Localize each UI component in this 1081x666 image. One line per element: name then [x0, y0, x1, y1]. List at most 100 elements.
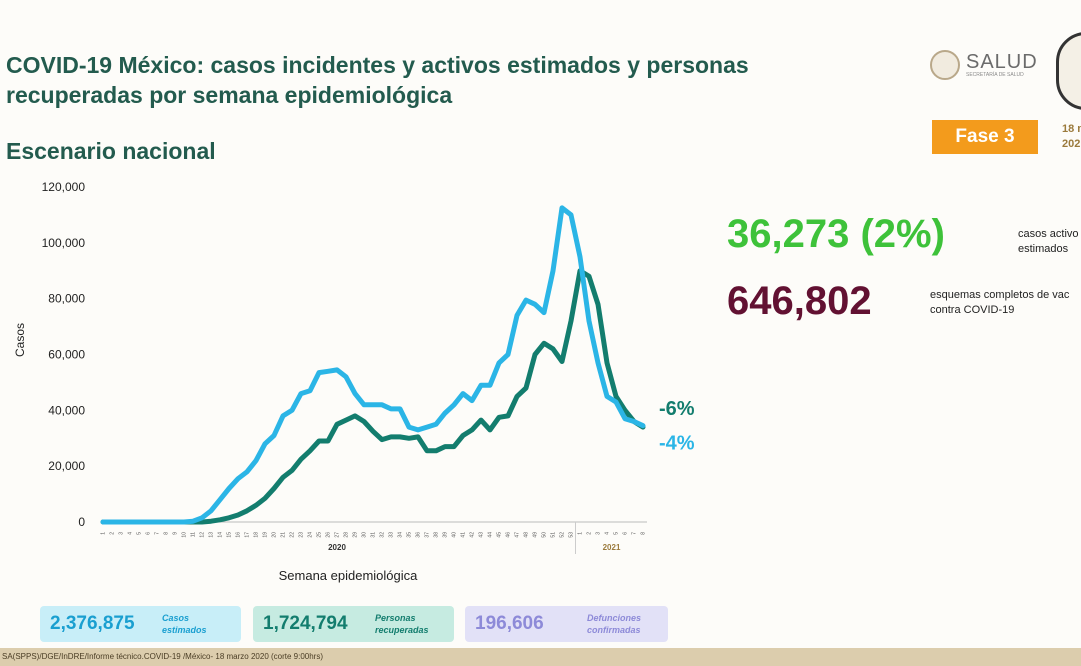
x-tick-label: 3: [595, 532, 601, 535]
x-tick-label: 48: [523, 532, 529, 538]
x-tick-label: 33: [388, 532, 394, 538]
emblem: [1056, 32, 1081, 110]
summary-label: Casos estimados: [162, 613, 207, 635]
x-tick-label: 10: [181, 532, 187, 538]
kpi-desc: casos activo estimados: [1018, 227, 1079, 257]
x-tick-label: 44: [487, 532, 493, 538]
end-label: -6%: [659, 398, 695, 420]
x-tick-label: 3: [118, 532, 124, 535]
x-tick-label: 29: [352, 532, 358, 538]
kpi-desc-line: casos activo: [1018, 228, 1079, 240]
x-axis-label: Semana epidemiológica: [279, 568, 419, 583]
summary-value: 2,376,875: [50, 613, 135, 634]
x-tick-label: 27: [334, 532, 340, 538]
y-tick-label: 120,000: [42, 180, 86, 194]
x-tick-label: 2: [109, 532, 115, 535]
chart: Casos Semana epidemiológica 0 20,000 40,00…: [13, 180, 695, 583]
logo: SALUD SECRETARÍA DE SALUD: [930, 50, 1038, 80]
kpi-desc-line: esquemas completos de vac: [930, 289, 1070, 301]
x-tick-label: 38: [433, 532, 439, 538]
x-tick-label: 9: [172, 532, 178, 535]
x-tick-label: 15: [226, 532, 232, 538]
subtitle: Escenario nacional: [6, 138, 216, 164]
kpi-desc-line: estimados: [1018, 243, 1069, 255]
x-tick-label: 35: [406, 532, 412, 538]
title-line: COVID-19 México: casos incidentes y acti…: [6, 52, 749, 78]
x-tick-label: 7: [154, 532, 160, 535]
x-tick-label: 5: [613, 532, 619, 535]
x-tick-label: 14: [217, 532, 223, 538]
phase-badge: Fase 3: [932, 120, 1038, 154]
kpi-value: 36,273 (2%): [727, 212, 945, 256]
y-tick-label: 40,000: [48, 403, 85, 417]
x-tick-label: 7: [631, 532, 637, 535]
title: COVID-19 México: casos incidentes y acti…: [6, 50, 749, 110]
x-tick-label: 4: [604, 532, 610, 535]
logo-subtext: SECRETARÍA DE SALUD: [966, 72, 1024, 78]
x-tick-label: 8: [640, 532, 646, 535]
date-line: 202: [1062, 138, 1081, 150]
x-tick-label: 11: [190, 532, 196, 537]
x-tick-label: 49: [532, 532, 538, 538]
x-tick-label: 21: [280, 532, 286, 538]
y-tick-label: 100,000: [42, 236, 86, 250]
x-tick-label: 31: [370, 532, 376, 538]
date: 18 m 202: [1062, 122, 1081, 152]
x-tick-label: 19: [262, 532, 268, 538]
line-series: [100, 205, 646, 525]
x-tick-label: 28: [343, 532, 349, 538]
x-tick-label: 40: [451, 532, 457, 538]
y-axis-label: Casos: [13, 323, 27, 357]
title-line: recuperadas por semana epidemiológica: [6, 82, 453, 108]
x-tick-label: 12: [199, 532, 205, 538]
x-tick-label: 2: [586, 532, 592, 535]
x-tick-label: 4: [127, 532, 133, 535]
kpi-value: 646,802: [727, 279, 872, 323]
x-tick-label: 53: [568, 532, 574, 538]
y-tick-label: 20,000: [48, 459, 85, 473]
x-tick-label: 47: [514, 532, 520, 538]
x-tick-label: 41: [460, 532, 466, 538]
x-tick-label: 32: [379, 532, 385, 538]
y-tick-label: 60,000: [48, 348, 85, 362]
x-tick-label: 1: [577, 532, 583, 535]
x-tick-label: 30: [361, 532, 367, 538]
y-tick-label: 80,000: [48, 292, 85, 306]
x-tick-label: 22: [289, 532, 295, 538]
x-tick-label: 50: [541, 532, 547, 538]
year-label: 2021: [603, 543, 621, 552]
summary-label: Personas recuperadas: [375, 613, 429, 635]
x-tick-label: 45: [496, 532, 502, 538]
summary-box: 2,376,875 Casos estimados: [40, 606, 241, 642]
x-tick-label: 23: [298, 532, 304, 538]
x-tick-label: 24: [307, 532, 313, 538]
x-tick-label: 39: [442, 532, 448, 538]
x-tick-label: 20: [271, 532, 277, 538]
x-tick-label: 13: [208, 532, 214, 538]
logo-name: SALUD: [966, 51, 1038, 73]
x-tick-label: 1: [100, 532, 106, 535]
x-tick-label: 26: [325, 532, 331, 538]
x-tick-label: 34: [397, 532, 403, 538]
date-line: 18 m: [1062, 123, 1081, 135]
logo-text: SALUD SECRETARÍA DE SALUD: [966, 52, 1038, 78]
summary-value: 196,606: [475, 613, 544, 634]
x-tick-label: 16: [235, 532, 241, 538]
x-tick-label: 36: [415, 532, 421, 538]
x-tick-label: 43: [478, 532, 484, 538]
x-tick-label: 5: [136, 532, 142, 535]
summary-box: 196,606 Defunciones confirmadas: [465, 606, 668, 642]
summary-label: Defunciones confirmadas: [587, 613, 642, 635]
x-tick-label: 17: [244, 532, 250, 538]
x-tick-label: 37: [424, 532, 430, 538]
footer: SA(SPPS)/DGE/InDRE/Informe técnico.COVID…: [0, 648, 1081, 666]
x-tick-label: 51: [550, 532, 556, 538]
x-tick-label: 25: [316, 532, 322, 538]
year-label: 2020: [328, 543, 346, 552]
x-tick-label: 6: [145, 532, 151, 535]
summary-value: 1,724,794: [263, 613, 348, 634]
x-tick-label: 18: [253, 532, 259, 538]
line-series: [100, 268, 646, 525]
seal-icon: [930, 50, 960, 80]
x-tick-label: 8: [163, 532, 169, 535]
